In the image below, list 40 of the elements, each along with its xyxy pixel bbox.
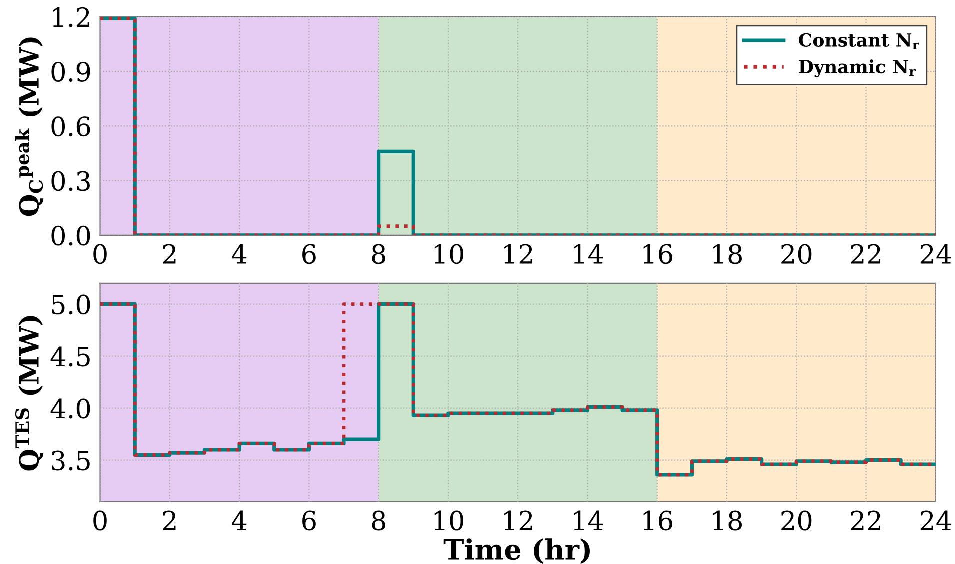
y-axis-title: Q$^{TES}$ (MW) (15, 316, 44, 471)
y-tick-label: 0.6 (52, 116, 90, 137)
x-tick-label: 6 (302, 244, 316, 264)
x-tick-label: 10 (434, 244, 464, 264)
x-tick-label: 8 (372, 244, 386, 264)
y-tick-label: 1.2 (53, 7, 90, 28)
x-tick-label: 2 (163, 510, 176, 530)
x-tick-label: 0 (94, 244, 107, 264)
x-tick-label: 22 (851, 244, 880, 264)
y-tick-label: 4.0 (50, 398, 90, 419)
x-tick-label: 16 (644, 510, 672, 531)
legend-label: Constant N$_{r}$ (799, 33, 920, 50)
x-tick-label: 20 (782, 244, 812, 264)
x-tick-label: 12 (504, 510, 532, 530)
legend-label: Dynamic N$_{r}$ (799, 60, 916, 78)
x-tick-label: 14 (574, 244, 604, 264)
y-tick-label: 5.0 (52, 294, 90, 315)
x-axis-title: Time (hr) (444, 538, 590, 564)
x-tick-label: 18 (713, 510, 742, 531)
y-tick-label: 3.5 (52, 450, 90, 471)
y-tick-label: 0.3 (52, 171, 90, 192)
y-tick-label: 0.0 (52, 226, 90, 246)
x-tick-label: 8 (372, 510, 386, 531)
x-tick-label: 4 (232, 244, 247, 264)
x-tick-label: 22 (851, 510, 880, 530)
x-tick-label: 20 (782, 510, 812, 531)
x-tick-label: 18 (713, 244, 742, 264)
x-tick-label: 10 (434, 510, 464, 531)
x-tick-label: 2 (163, 244, 176, 264)
x-tick-label: 4 (232, 510, 247, 530)
x-tick-label: 24 (920, 510, 952, 530)
x-tick-label: 12 (504, 244, 532, 264)
x-tick-label: 6 (302, 510, 316, 531)
x-tick-label: 24 (920, 244, 952, 264)
x-tick-label: 0 (94, 510, 107, 531)
x-tick-label: 16 (644, 244, 672, 264)
y-tick-label: 0.9 (52, 62, 90, 82)
x-tick-label: 14 (574, 510, 604, 530)
y-axis-title: Q$_{C}$$^{peak}$ (MW) (15, 38, 44, 216)
y-tick-label: 4.5 (50, 346, 90, 367)
